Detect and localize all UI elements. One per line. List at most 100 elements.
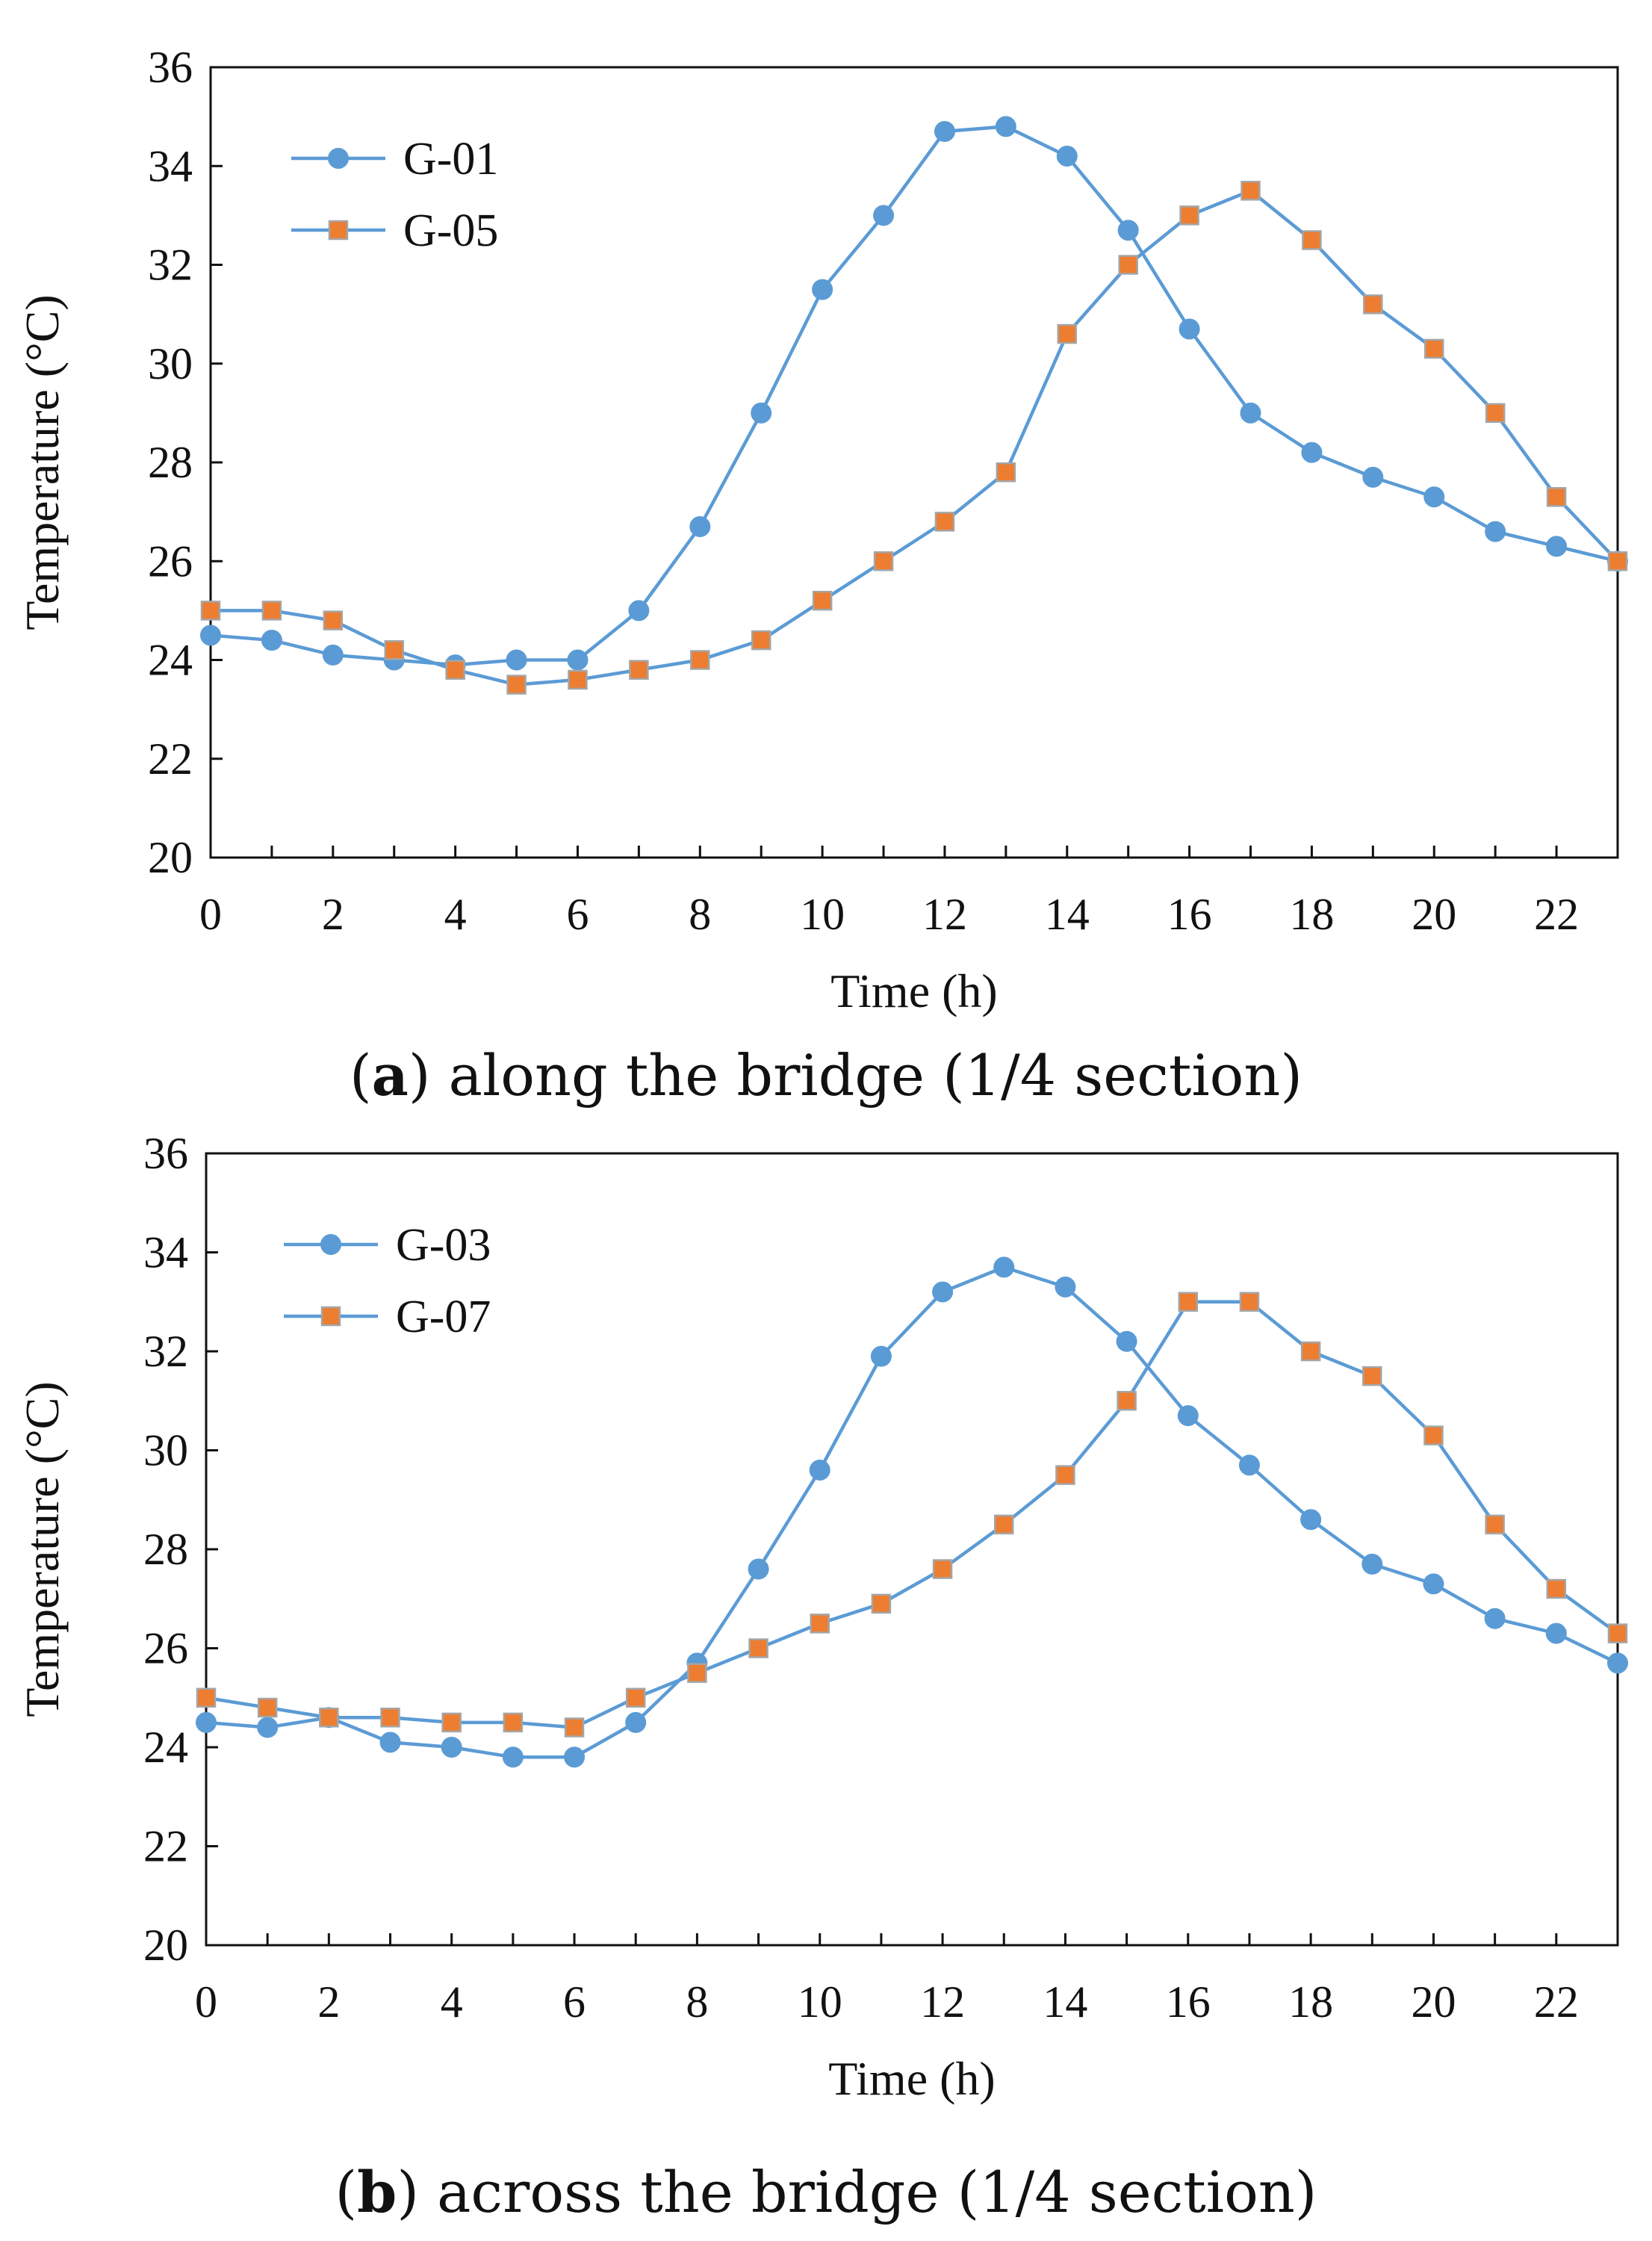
x-tick-label: 14 [1045, 890, 1090, 939]
series-G-07-point [441, 1712, 462, 1733]
series-G-05-point [445, 660, 465, 680]
series-G-01-point [1423, 486, 1445, 508]
series-G-07-point [503, 1712, 524, 1733]
series-G-05-point [1607, 551, 1628, 571]
series-G-07-point [1239, 1292, 1260, 1312]
series-G-07-point [564, 1717, 585, 1738]
series-G-01-point [628, 600, 650, 622]
series-G-05-point [1424, 338, 1444, 359]
series-G-03-point [1484, 1608, 1506, 1629]
y-tick-label: 20 [143, 1921, 188, 1970]
series-G-07-point [1485, 1514, 1505, 1535]
y-tick-label: 24 [148, 636, 193, 685]
caption-a: (a) along the bridge (1/4 section) [349, 1042, 1303, 1109]
series-G-07-point [380, 1708, 400, 1728]
series-G-05-point [1546, 487, 1567, 507]
caption-a-letter: a [371, 1042, 409, 1109]
y-tick-label: 26 [148, 536, 193, 586]
series-G-07-point [1117, 1391, 1137, 1411]
y-tick-label: 22 [148, 734, 193, 784]
y-tick-label: 32 [143, 1327, 188, 1376]
y-tick-label: 30 [148, 339, 193, 388]
y-tick-label: 36 [148, 43, 193, 92]
series-G-05-point [629, 660, 649, 680]
series-G-01-point [261, 630, 282, 651]
series-G-03-point [1361, 1553, 1383, 1575]
x-axis-title: Time (h) [828, 2052, 995, 2105]
x-tick-label: 4 [444, 890, 467, 939]
x-tick-label: 22 [1534, 1977, 1579, 2027]
x-tick-label: 2 [322, 890, 344, 939]
caption-b-letter: b [357, 2159, 397, 2225]
series-G-07-point [748, 1638, 768, 1658]
y-tick-label: 24 [143, 1723, 188, 1772]
legend-label-G-07: G-07 [396, 1292, 491, 1342]
x-tick-label: 10 [800, 890, 845, 939]
series-G-01-point [1546, 536, 1568, 557]
x-tick-label: 6 [566, 890, 589, 939]
series-G-05-point [261, 601, 282, 621]
y-tick-label: 34 [148, 141, 193, 190]
series-G-05-point [934, 512, 955, 532]
legend-G-01-point [328, 148, 349, 169]
series-G-01-point [322, 644, 344, 666]
series-G-03-point [196, 1711, 217, 1733]
series-G-01-point [995, 116, 1016, 137]
series-G-07-point [1300, 1341, 1321, 1362]
series-G-03-point [1423, 1573, 1444, 1595]
series-G-07-point [1362, 1366, 1382, 1386]
series-G-01-point [1362, 466, 1384, 488]
caption-b: (b) across the bridge (1/4 section) [335, 2159, 1317, 2225]
series-G-07-point [810, 1614, 830, 1634]
series-G-05-point [1057, 323, 1078, 344]
series-G-07-point [319, 1708, 339, 1728]
series-G-01-point [1240, 402, 1261, 424]
plot-frame [205, 1152, 1619, 1947]
x-tick-label: 12 [922, 890, 967, 939]
series-G-01-point [812, 279, 833, 300]
y-tick-label: 36 [143, 1129, 188, 1178]
x-tick-label: 12 [920, 1977, 965, 2027]
series-G-05-point [996, 462, 1016, 483]
series-G-05-point [1118, 255, 1138, 275]
x-tick-label: 8 [689, 890, 711, 939]
series-G-03-point [870, 1345, 892, 1367]
series-G-05-point [1363, 294, 1383, 314]
series-G-01-point [934, 120, 955, 142]
series-G-05-point [690, 650, 710, 670]
series-G-05-point [1485, 403, 1506, 424]
x-tick-label: 16 [1166, 1977, 1211, 2027]
series-G-05-point [200, 601, 221, 621]
series-G-05-point [506, 675, 527, 695]
series-G-03-point [502, 1746, 524, 1768]
series-G-01-point [1179, 318, 1200, 340]
series-G-03-point [257, 1717, 279, 1738]
series-G-07-point [257, 1697, 278, 1718]
legend-G-07-point [320, 1306, 341, 1327]
y-tick-label: 22 [143, 1822, 188, 1871]
legend-label-G-01: G-01 [403, 134, 498, 185]
x-tick-label: 2 [317, 1977, 340, 2027]
legend-label-G-03: G-03 [396, 1220, 491, 1271]
y-tick-label: 28 [148, 438, 193, 487]
series-G-01-point [1485, 521, 1506, 542]
series-G-01-point [873, 205, 895, 226]
caption-b-text: ) across the bridge (1/4 section) [397, 2159, 1317, 2225]
series-G-05-point [873, 551, 894, 571]
series-G-03-point [1607, 1652, 1628, 1674]
series-G-03-point [1238, 1454, 1260, 1476]
legend-G-03-point [320, 1234, 341, 1255]
series-G-01-point [200, 624, 221, 646]
series-G-03-point [1300, 1509, 1322, 1531]
series-G-05-point [384, 640, 404, 660]
legend-label-G-05: G-05 [403, 205, 498, 256]
series-G-07-point [932, 1559, 953, 1579]
series-G-07-point [625, 1687, 646, 1708]
x-tick-label: 0 [199, 890, 222, 939]
series-G-03-point [564, 1746, 586, 1768]
x-tick-label: 10 [798, 1977, 842, 2027]
x-axis-title: Time (h) [830, 964, 997, 1017]
